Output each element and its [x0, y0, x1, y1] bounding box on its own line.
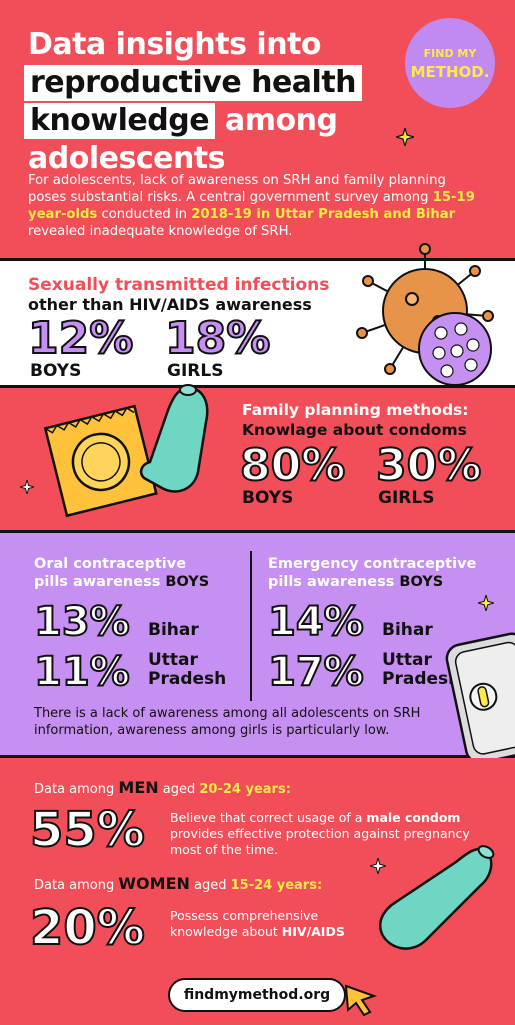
sti-boys-percent: 12% [27, 312, 134, 365]
women-description: Possess comprehensive knowledge about HI… [170, 908, 345, 939]
men-description: Believe that correct usage of a male con… [170, 810, 470, 857]
website-link[interactable]: findmymethod.org [168, 978, 346, 1012]
adult-data-section: Data among MEN aged 20-24 years: 55% Bel… [0, 758, 515, 1025]
page-title: Data insights into reproductive health k… [24, 26, 408, 178]
logo-line-2: METHOD. [410, 63, 490, 81]
header-section: Data insights into reproductive health k… [0, 0, 515, 258]
condom-girls-percent: 30% [375, 439, 482, 492]
emergency-bihar-percent: 14% [267, 598, 365, 646]
oral-bihar-label: Bihar [148, 620, 199, 640]
oral-up-label: Uttar Pradesh [148, 650, 227, 689]
men-percent: 55% [29, 801, 146, 859]
sparkle-icon [370, 858, 386, 874]
sparkle-icon [20, 480, 34, 494]
oral-bihar-percent: 13% [33, 598, 131, 646]
women-percent: 20% [29, 899, 146, 957]
sti-title: Sexually transmitted infections [28, 275, 330, 295]
condom-girls-label: GIRLS [378, 488, 435, 508]
awareness-note: There is a lack of awareness among all a… [34, 706, 421, 738]
title-line-3a: knowledge [24, 103, 216, 139]
condom-subtitle: Knowlage about condoms [242, 421, 467, 439]
emergency-bihar-label: Bihar [382, 620, 433, 640]
condom-boys-percent: 80% [239, 439, 346, 492]
condom-boys-label: BOYS [242, 488, 294, 508]
condom-icon [379, 845, 495, 950]
sti-awareness-section: Sexually transmitted infections other th… [0, 243, 515, 388]
condom-title: Family planning methods: [242, 401, 469, 419]
cursor-arrow-icon [344, 984, 378, 1017]
title-line-3b: among [225, 103, 338, 138]
sparkle-icon [478, 595, 494, 611]
oral-pills-heading: Oral contraceptive pills awareness BOYS [34, 556, 210, 590]
oral-up-percent: 11% [33, 648, 131, 696]
sti-boys-label: BOYS [30, 361, 82, 381]
intro-text: For adolescents, lack of awareness on SR… [28, 173, 475, 239]
emergency-pills-heading: Emergency contraceptive pills awareness B… [268, 556, 477, 590]
sti-subtitle: other than HIV/AIDS awareness [28, 295, 312, 314]
condom-package-icon [43, 404, 158, 518]
title-line-4: adolescents [28, 141, 226, 176]
logo-line-1: FIND MY [423, 47, 477, 60]
title-line-2: reproductive health [24, 65, 363, 101]
pills-awareness-section: Oral contraceptive pills awareness BOYS 1… [0, 530, 515, 759]
sti-girls-percent: 18% [164, 312, 271, 365]
column-divider [250, 551, 252, 701]
title-line-1: Data insights into [28, 27, 322, 62]
emergency-up-label: Uttar Pradesh [382, 650, 461, 689]
virus-small-icon [418, 312, 492, 386]
sti-girls-label: GIRLS [167, 361, 224, 381]
condom-knowledge-section: Family planning methods: Knowlage about … [0, 384, 515, 530]
emergency-up-percent: 17% [267, 648, 365, 696]
condom-icon [139, 384, 209, 493]
men-data-heading: Data among MEN aged 20-24 years: [34, 778, 291, 797]
sparkle-icon [396, 128, 414, 146]
women-data-heading: Data among WOMEN aged 15-24 years: [34, 874, 323, 893]
pill-pack-icon [445, 632, 515, 759]
find-my-method-logo[interactable]: FIND MY METHOD. [405, 18, 495, 108]
